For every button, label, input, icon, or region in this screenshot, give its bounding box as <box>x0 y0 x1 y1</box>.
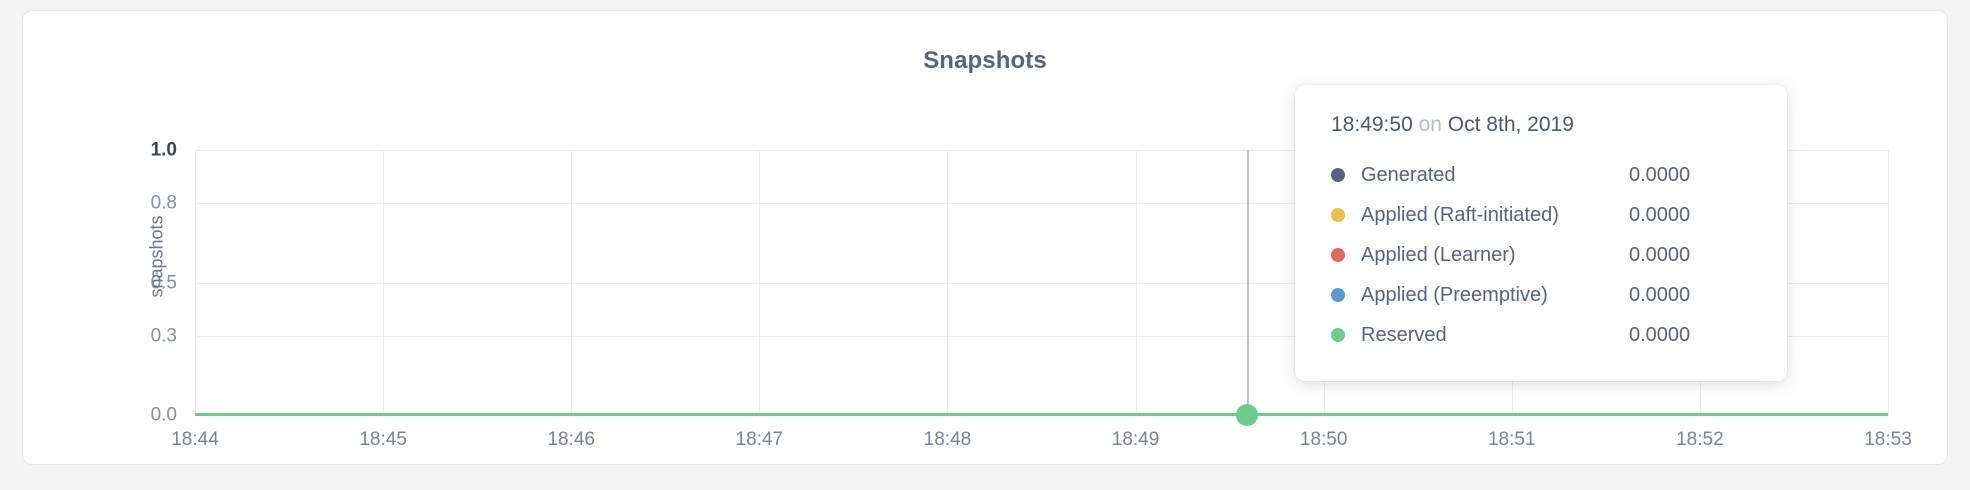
x-tick-label: 18:46 <box>547 429 595 450</box>
x-tick-label: 18:51 <box>1487 429 1536 450</box>
plot-area[interactable]: 1.0 0.8 0.5 0.3 0.0 18:44 18:45 18:46 18:47 18:4… <box>147 141 1912 451</box>
chart-title: Snapshots <box>923 47 1047 74</box>
x-tick-label: 18:47 <box>735 429 784 450</box>
gridline-horizontal <box>195 203 1888 204</box>
tooltip-row: Generated 0.0000 <box>1331 155 1753 195</box>
y-tick-label: 0.5 <box>150 272 177 293</box>
x-tick-label: 18:52 <box>1676 429 1724 450</box>
hover-point-marker[interactable] <box>1235 404 1258 426</box>
tooltip-timestamp: 18:49:50 on Oct 8th, 2019 <box>1331 113 1753 137</box>
x-tick-label: 18:45 <box>359 429 407 450</box>
series-color-dot-icon <box>1331 288 1345 302</box>
tooltip-date: Oct 8th, 2019 <box>1447 113 1574 136</box>
tooltip-series-value: 0.0000 <box>1629 243 1691 266</box>
gridline-horizontal <box>195 150 1888 151</box>
gridline-vertical <box>383 150 385 415</box>
tooltip-series-label: Reserved <box>1361 323 1447 346</box>
gridline-vertical <box>195 150 196 415</box>
tooltip-row: Applied (Raft-initiated) 0.0000 <box>1331 195 1753 235</box>
y-tick-label: 0.8 <box>150 192 177 214</box>
gridline-horizontal <box>195 335 1888 337</box>
gridline-vertical <box>759 150 761 415</box>
tooltip-series-list: Generated 0.0000 Applied (Raft-initiated) 0… <box>1331 155 1753 355</box>
tooltip-row: Applied (Learner) 0.0000 <box>1331 235 1753 275</box>
tooltip-time: 18:49:50 <box>1331 113 1413 136</box>
tooltip-row: Reserved 0.0000 <box>1331 315 1753 355</box>
crosshair-line <box>1246 150 1249 415</box>
series-color-dot-icon <box>1331 328 1345 342</box>
series-color-dot-icon <box>1331 208 1345 222</box>
x-tick-label: 18:48 <box>923 429 972 450</box>
gridline-vertical <box>1888 150 1889 415</box>
tooltip-separator: on <box>1418 113 1442 136</box>
y-tick-label: 0.3 <box>150 325 177 346</box>
tooltip-series-label: Applied (Preemptive) <box>1361 283 1548 306</box>
gridline-vertical <box>947 150 949 415</box>
tooltip-row: Applied (Preemptive) 0.0000 <box>1331 275 1753 315</box>
tooltip-series-value: 0.0000 <box>1629 163 1691 186</box>
gridline-horizontal <box>195 282 1888 284</box>
gridline-vertical <box>571 150 573 415</box>
snapshots-chart-card: Snapshots 1.0 0.8 0.5 0.3 0.0 18:44 18:45 18:4… <box>22 10 1948 465</box>
x-tick-label: 18:44 <box>171 429 219 450</box>
tooltip-series-value: 0.0000 <box>1629 283 1691 306</box>
y-axis-title: snapshots <box>146 215 167 298</box>
x-tick-label: 18:50 <box>1299 429 1348 450</box>
series-color-dot-icon <box>1331 248 1345 262</box>
gridline-vertical <box>1135 150 1137 415</box>
y-tick-label: 1.0 <box>150 139 177 161</box>
tooltip-series-value: 0.0000 <box>1629 203 1691 226</box>
tooltip-series-label: Applied (Raft-initiated) <box>1361 203 1559 226</box>
hover-tooltip: 18:49:50 on Oct 8th, 2019 Generated 0.000… <box>1295 85 1787 381</box>
x-tick-label: 18:53 <box>1864 429 1912 450</box>
tooltip-series-label: Applied (Learner) <box>1361 243 1516 266</box>
y-tick-label: 0.0 <box>150 404 177 426</box>
tooltip-series-value: 0.0000 <box>1629 323 1691 346</box>
series-line-reserved <box>195 413 1888 416</box>
x-tick-label: 18:49 <box>1111 429 1160 450</box>
series-color-dot-icon <box>1331 168 1345 182</box>
tooltip-series-label: Generated <box>1361 163 1456 186</box>
